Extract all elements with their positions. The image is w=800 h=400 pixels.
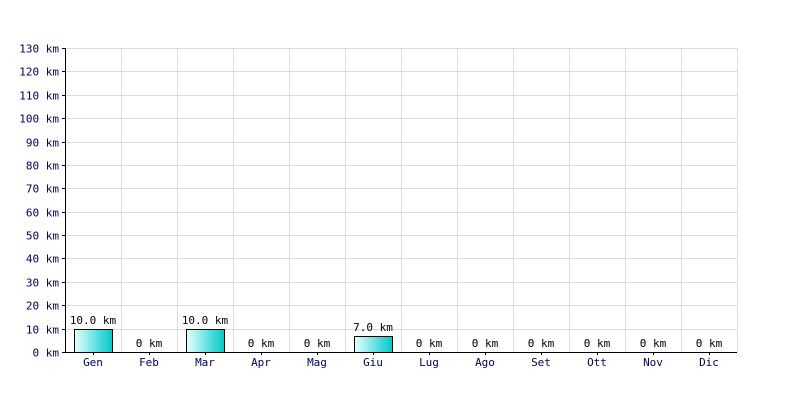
x-tick-label-ott: Ott xyxy=(587,356,607,369)
data-label-giu: 7.0 km xyxy=(353,321,393,334)
data-label-ago: 0 km xyxy=(472,337,499,350)
data-label-feb: 0 km xyxy=(136,337,163,350)
y-tick-label: 10 km xyxy=(26,324,59,337)
bar-giu xyxy=(354,336,393,353)
x-tick-labels: Gen Feb Mar Apr Mag Giu Lug Ago Set Ott Nov Dic xyxy=(83,356,719,369)
bar-mar xyxy=(186,329,225,353)
bar-gen xyxy=(74,329,113,353)
y-tick-label: 30 km xyxy=(26,277,59,290)
x-tick-label-apr: Apr xyxy=(251,356,271,369)
y-tick-label: 110 km xyxy=(19,90,59,103)
data-label-ott: 0 km xyxy=(584,337,611,350)
y-tick-label: 20 km xyxy=(26,300,59,313)
y-tick-label: 130 km xyxy=(19,43,59,56)
x-tick-label-dic: Dic xyxy=(699,356,719,369)
y-tick-label: 100 km xyxy=(19,113,59,126)
data-label-nov: 0 km xyxy=(640,337,667,350)
y-tick-label: 0 km xyxy=(33,347,60,360)
x-tick-label-ago: Ago xyxy=(475,356,495,369)
y-tick-label: 50 km xyxy=(26,230,59,243)
y-tick-label: 70 km xyxy=(26,183,59,196)
x-tick-label-feb: Feb xyxy=(139,356,159,369)
x-tick-label-set: Set xyxy=(531,356,551,369)
data-label-mag: 0 km xyxy=(304,337,331,350)
grid-lines xyxy=(65,48,738,352)
y-tick-label: 80 km xyxy=(26,160,59,173)
data-label-lug: 0 km xyxy=(416,337,443,350)
x-tick-label-nov: Nov xyxy=(643,356,663,369)
data-label-mar: 10.0 km xyxy=(182,314,229,327)
axes xyxy=(62,48,737,355)
x-tick-label-lug: Lug xyxy=(419,356,439,369)
y-tick-label: 90 km xyxy=(26,137,59,150)
x-tick-label-giu: Giu xyxy=(363,356,383,369)
data-label-apr: 0 km xyxy=(248,337,275,350)
bars xyxy=(74,329,393,353)
x-tick-label-mag: Mag xyxy=(307,356,327,369)
y-tick-label: 60 km xyxy=(26,207,59,220)
y-tick-labels: 0 km 10 km 20 km 30 km 40 km 50 km 60 km 70 km 8… xyxy=(19,43,59,360)
y-tick-label: 40 km xyxy=(26,253,59,266)
data-labels: 10.0 km 0 km 10.0 km 0 km 0 km 7.0 km 0 km 0 km… xyxy=(70,314,723,350)
data-label-gen: 10.0 km xyxy=(70,314,117,327)
data-label-dic: 0 km xyxy=(696,337,723,350)
x-tick-label-mar: Mar xyxy=(195,356,215,369)
data-label-set: 0 km xyxy=(528,337,555,350)
x-tick-label-gen: Gen xyxy=(83,356,103,369)
y-tick-label: 120 km xyxy=(19,66,59,79)
